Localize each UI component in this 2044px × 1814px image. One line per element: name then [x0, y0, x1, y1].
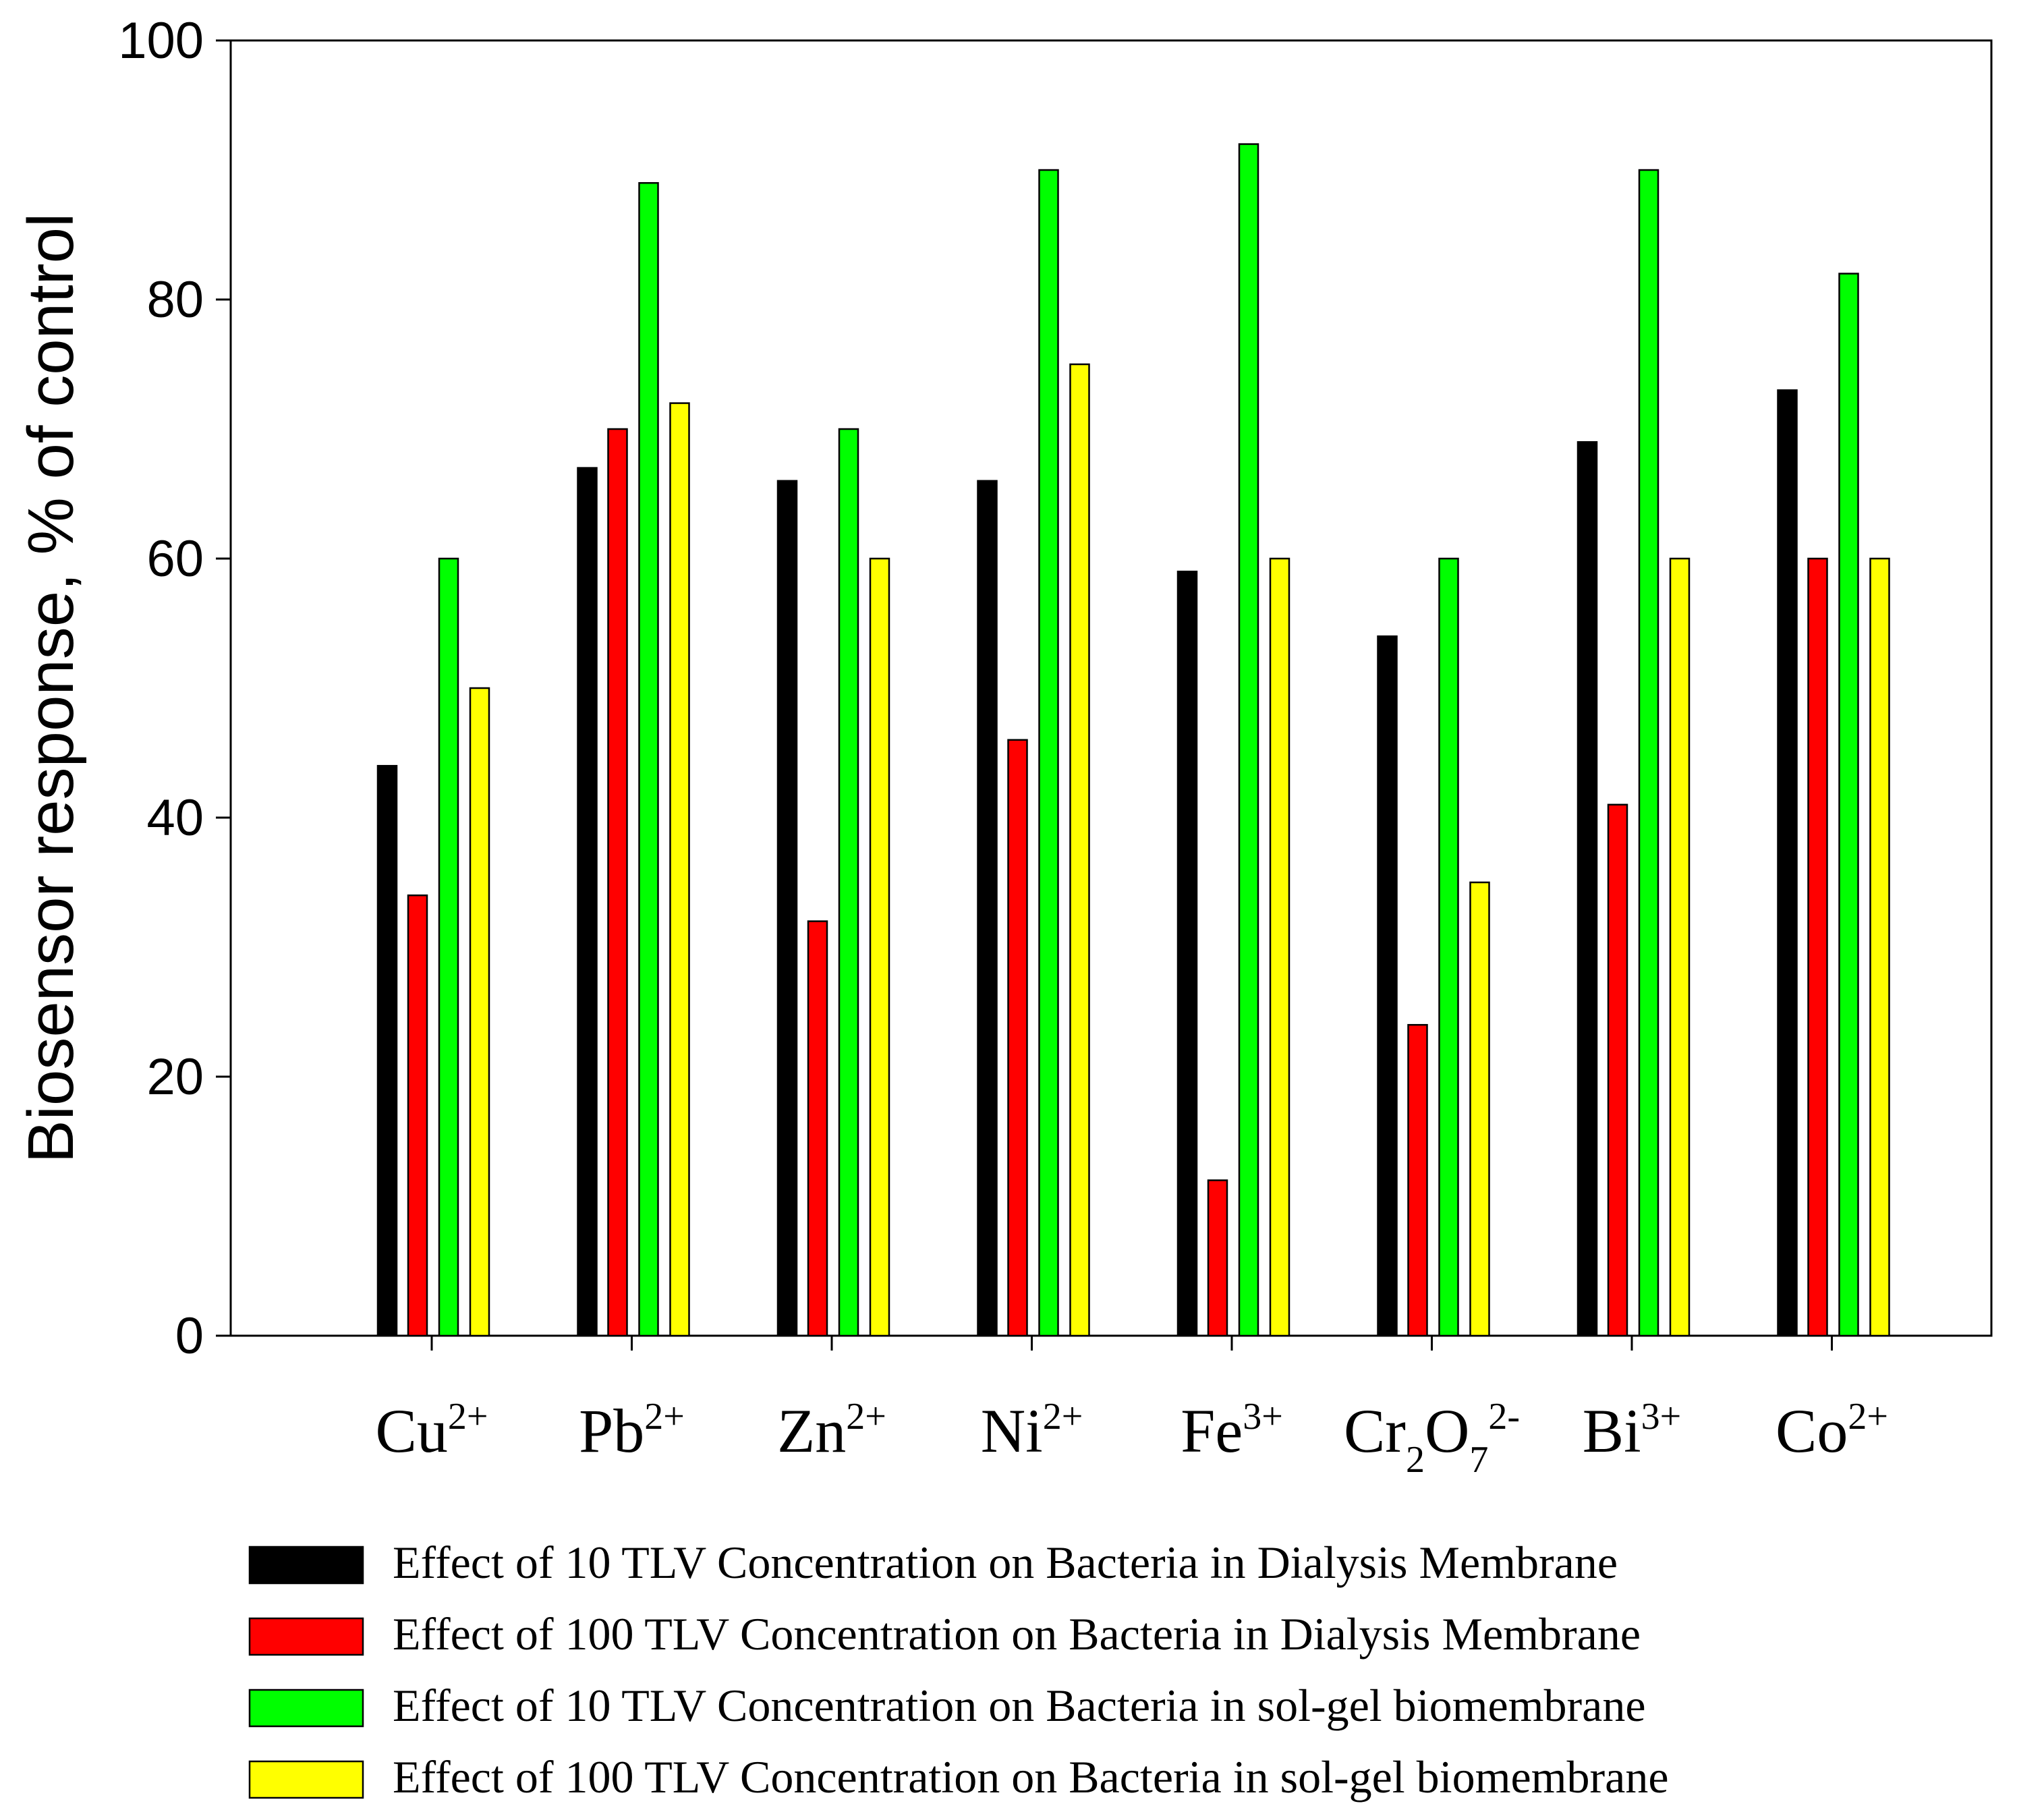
bar [869, 557, 890, 1337]
x-tick-label: Zn2+ [777, 1396, 886, 1465]
bar [469, 687, 490, 1337]
y-tick-label: 0 [175, 1307, 204, 1365]
bar [1038, 169, 1059, 1337]
bar [1069, 363, 1090, 1337]
y-axis: 0 20 40 60 80 100 [118, 12, 231, 1365]
bar [1469, 881, 1490, 1337]
bar [977, 480, 998, 1337]
bar [1377, 635, 1398, 1337]
legend-label: Effect of 10 TLV Concentration on Bacter… [393, 1680, 1646, 1731]
bar [1807, 557, 1828, 1337]
y-tick-label: 80 [146, 271, 204, 329]
legend-swatch [248, 1689, 364, 1728]
bar [669, 402, 690, 1337]
y-tick-label: 100 [118, 12, 204, 69]
bar [1777, 389, 1798, 1337]
legend-swatch [248, 1546, 364, 1585]
bar [1838, 273, 1859, 1337]
bar [607, 428, 628, 1337]
bar [1407, 1023, 1428, 1337]
x-tick-label: Fe3+ [1181, 1396, 1283, 1465]
bar [1638, 169, 1659, 1337]
legend: Effect of 10 TLV Concentration on Bacter… [248, 1537, 1669, 1803]
bar [577, 467, 598, 1337]
bar [1438, 557, 1459, 1337]
x-tick-label: Cu2+ [376, 1396, 488, 1465]
bar [376, 764, 398, 1337]
legend-swatch [248, 1760, 364, 1799]
y-tick-label: 20 [146, 1048, 204, 1106]
bar [1269, 557, 1290, 1337]
x-tick-label: Cr2O72- [1344, 1396, 1520, 1481]
bar [1607, 803, 1628, 1337]
x-tick-label: Co2+ [1776, 1396, 1888, 1465]
bar [776, 480, 798, 1337]
legend-label: Effect of 10 TLV Concentration on Bacter… [393, 1537, 1618, 1588]
bar [1207, 1179, 1228, 1337]
legend-label: Effect of 100 TLV Concentration on Bacte… [393, 1608, 1641, 1660]
x-tick-label: Ni2+ [981, 1396, 1083, 1465]
x-tick-label: Bi3+ [1583, 1396, 1682, 1465]
bar [1007, 739, 1028, 1337]
bar [407, 894, 428, 1337]
bars-group [376, 143, 1890, 1337]
bar [807, 920, 828, 1337]
bar [838, 428, 859, 1337]
x-axis: Cu2+ Pb2+ Zn2+ Ni2+ Fe3+ Cr2O72- Bi3+ Co2+ [376, 1336, 1888, 1481]
bar [1669, 557, 1691, 1337]
bar [438, 557, 459, 1337]
bar [638, 181, 659, 1337]
legend-swatch [248, 1617, 364, 1656]
bar [1238, 143, 1259, 1337]
y-tick-label: 60 [146, 530, 204, 588]
y-tick-label: 40 [146, 789, 204, 847]
plot-frame [229, 39, 1993, 1337]
bar [1869, 557, 1890, 1337]
bar [1176, 570, 1198, 1337]
legend-label: Effect of 100 TLV Concentration on Bacte… [393, 1751, 1669, 1803]
bar [1577, 441, 1598, 1337]
y-axis-label: Biosensor response, % of control [15, 213, 87, 1164]
x-tick-label: Pb2+ [579, 1396, 685, 1465]
